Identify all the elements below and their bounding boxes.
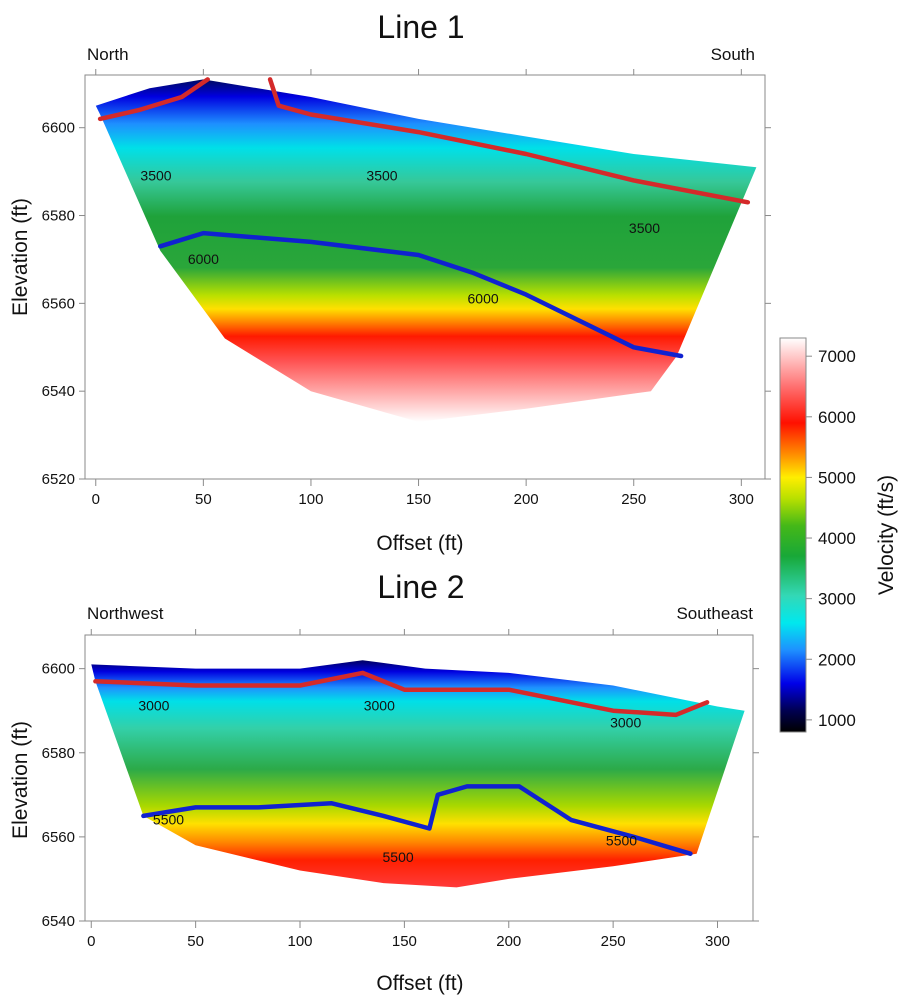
colorbar-tick-label: 7000 [818, 347, 856, 366]
direction-label-right: South [711, 45, 755, 64]
chart-title: Line 2 [377, 569, 464, 605]
x-tick-label: 250 [621, 491, 646, 508]
y-axis-label: Elevation (ft) [9, 721, 32, 839]
chart-line-1: Line 1 North South 3500 3500350060006000 … [9, 9, 771, 555]
y-tick-label: 6560 [42, 829, 75, 846]
colorbar-ticks: 1000 2000 3000 4000 5000 6000 7000 [806, 347, 856, 730]
x-tick-label: 0 [87, 933, 95, 950]
y-tick-label: 6600 [42, 661, 75, 678]
colorbar-tick-label: 4000 [818, 529, 856, 548]
direction-label-right: Southeast [676, 604, 753, 623]
x-tick-label: 50 [187, 933, 204, 950]
x-tick-label: 100 [298, 491, 323, 508]
x-axis-ticks: 0 50 100 150 200 250 300 [92, 69, 754, 508]
colorbar: 1000 2000 3000 4000 5000 6000 7000 Velocity (f… [779, 337, 898, 733]
x-tick-label: 100 [287, 933, 312, 950]
velocity-section [91, 660, 745, 888]
plot-frame [84, 74, 766, 480]
boundary-lines [93, 670, 710, 856]
chart-line-2: Line 2 Northwest Southeast 3000 300030005… [9, 569, 759, 995]
colorbar-tick-label: 2000 [818, 650, 856, 669]
x-tick-label: 0 [92, 491, 100, 508]
y-axis-label: Elevation (ft) [9, 198, 32, 316]
red-boundary-line [97, 77, 210, 122]
blue-boundary-line [158, 230, 684, 359]
colorbar-tick-label: 3000 [818, 590, 856, 609]
red-boundary-line [267, 77, 751, 205]
x-tick-label: 200 [496, 933, 521, 950]
contour-label: 3500 [366, 167, 397, 183]
y-tick-label: 6540 [42, 383, 75, 400]
y-tick-label: 6580 [42, 208, 75, 225]
y-tick-label: 6580 [42, 745, 75, 762]
x-tick-label: 250 [601, 933, 626, 950]
contour-label: 5500 [383, 849, 414, 865]
y-tick-label: 6560 [42, 295, 75, 312]
x-tick-label: 300 [729, 491, 754, 508]
contour-labels: 3500 3500 3500 6000 6000 [140, 167, 660, 306]
colorbar-tick-label: 5000 [818, 468, 856, 487]
y-axis-ticks: 6520 6540 6560 6580 6600 [42, 120, 771, 488]
x-axis-label: Offset (ft) [376, 532, 463, 555]
plot-frame [84, 634, 754, 922]
direction-label-left: Northwest [87, 604, 164, 623]
contour-label: 3000 [138, 698, 169, 714]
contour-label: 3500 [629, 220, 660, 236]
contour-label: 5500 [153, 811, 184, 827]
x-tick-label: 150 [406, 491, 431, 508]
contour-label: 3500 [140, 167, 171, 183]
y-tick-label: 6540 [42, 913, 75, 930]
colorbar-tick-label: 1000 [818, 711, 856, 730]
blue-boundary-line [141, 784, 693, 856]
velocity-field [95, 79, 757, 422]
contour-label: 3000 [364, 698, 395, 714]
colorbar-label: Velocity (ft/s) [875, 475, 898, 595]
x-tick-label: 200 [514, 491, 539, 508]
contour-label: 6000 [468, 290, 499, 306]
contour-label: 6000 [188, 251, 219, 267]
velocity-section [95, 79, 757, 422]
y-axis-ticks: 6540 6560 6580 6600 [42, 661, 759, 930]
x-axis-ticks: 0 50 100 150 200 250 300 [87, 629, 730, 950]
x-axis-label: Offset (ft) [376, 972, 463, 995]
colorbar-tick-label: 6000 [818, 408, 856, 427]
chart-title: Line 1 [377, 9, 464, 45]
x-tick-label: 300 [705, 933, 730, 950]
red-boundary-line [93, 670, 710, 718]
direction-label-left: North [87, 45, 129, 64]
x-tick-label: 150 [392, 933, 417, 950]
velocity-field [91, 660, 745, 888]
contour-label: 5500 [606, 832, 637, 848]
colorbar-scale [779, 337, 807, 733]
y-tick-label: 6600 [42, 120, 75, 137]
contour-label: 3000 [610, 715, 641, 731]
contour-labels: 3000 3000 3000 5500 5500 5500 [138, 698, 641, 865]
x-tick-label: 50 [195, 491, 212, 508]
y-tick-label: 6520 [42, 471, 75, 488]
boundary-lines [97, 77, 751, 359]
